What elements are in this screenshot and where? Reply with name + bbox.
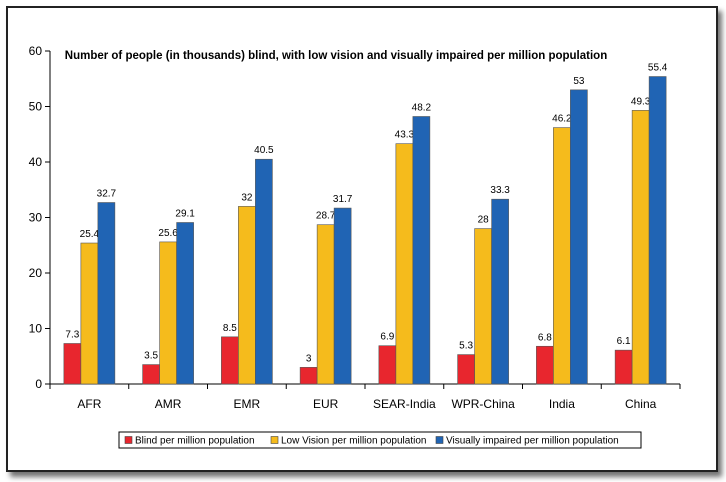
legend-label: Visually impaired per million population: [446, 436, 619, 447]
bar: [316, 224, 335, 385]
bar: [553, 127, 571, 385]
legend-label: Blind per million population: [135, 436, 255, 447]
data-label: 6.8: [538, 332, 552, 343]
data-label: 6.1: [617, 336, 631, 347]
data-label: 8.5: [223, 323, 237, 334]
data-label: 31.7: [333, 194, 353, 205]
legend-swatch: [270, 436, 279, 444]
chart-frame: Number of people (in thousands) blind, w…: [6, 6, 718, 472]
bar-chart: Number of people (in thousands) blind, w…: [29, 44, 681, 449]
x-tick-label: WPR-China: [451, 397, 515, 411]
y-tick-label: 10: [29, 322, 43, 336]
y-tick-label: 40: [29, 155, 43, 169]
bar: [142, 364, 160, 385]
bar: [63, 343, 82, 385]
bar: [412, 116, 431, 385]
legend-box: [118, 431, 642, 449]
data-label: 48.2: [412, 102, 432, 113]
bar: [159, 241, 177, 385]
data-label: 53: [573, 76, 585, 87]
bar: [333, 207, 352, 385]
data-label: 25.4: [80, 229, 100, 240]
legend-swatch: [435, 436, 444, 444]
legend-label: Low Vision per million population: [281, 436, 426, 447]
legend: Blind per million population Low Vision p…: [118, 431, 642, 449]
y-tick-label: 0: [35, 377, 42, 391]
x-tick-label: EMR: [234, 397, 261, 411]
bar: [648, 76, 667, 385]
data-label: 28.7: [316, 211, 336, 222]
bar: [378, 345, 397, 385]
x-tick-label: China: [625, 397, 657, 411]
data-label: 40.5: [254, 145, 274, 156]
x-tick-label: India: [549, 397, 575, 411]
bar: [395, 143, 414, 385]
data-label: 28: [478, 215, 490, 226]
data-label: 43.3: [395, 130, 415, 141]
axes: 0 10 20 30 40 50 60 AFR AMR EMR EUR SEAR-India WPR-C…: [29, 44, 681, 411]
y-tick-label: 30: [29, 211, 43, 225]
bar: [80, 242, 99, 385]
bar: [474, 228, 492, 385]
y-tick-label: 50: [29, 100, 43, 114]
data-label: 32.7: [97, 189, 117, 200]
data-label: 3.5: [144, 351, 158, 362]
data-label: 6.9: [380, 332, 394, 343]
bar: [221, 336, 239, 385]
bar: [176, 222, 194, 385]
data-label: 25.6: [158, 228, 178, 239]
data-label: 46.2: [552, 114, 572, 125]
bar: [238, 206, 256, 385]
data-label: 5.3: [459, 341, 473, 352]
data-label: 33.3: [490, 185, 510, 196]
bar: [614, 349, 633, 385]
x-tick-label: AFR: [77, 397, 101, 411]
bar: [97, 202, 116, 385]
bar: [570, 89, 588, 385]
legend-swatch: [124, 436, 133, 444]
bars: 7.3 25.4 32.7 3.5 25.6 29.1 8.5 32 40.5 3 28.7 31.7…: [63, 63, 668, 385]
bar: [255, 158, 273, 385]
x-tick-label: EUR: [313, 397, 339, 411]
bar: [457, 354, 475, 385]
data-label: 3: [306, 353, 312, 364]
bar: [631, 110, 650, 385]
y-tick-label: 60: [29, 44, 43, 58]
chart-title: Number of people (in thousands) blind, w…: [65, 50, 607, 62]
y-tick-label: 20: [29, 266, 43, 280]
data-label: 29.1: [175, 208, 195, 219]
data-label: 55.4: [648, 63, 668, 74]
bar: [491, 198, 509, 385]
bar: [299, 367, 318, 385]
x-tick-label: AMR: [155, 397, 182, 411]
data-label: 7.3: [65, 329, 79, 340]
bar: [536, 345, 554, 385]
data-label: 49.3: [631, 96, 651, 107]
x-tick-label: SEAR-India: [373, 397, 436, 411]
data-label: 32: [241, 192, 253, 203]
